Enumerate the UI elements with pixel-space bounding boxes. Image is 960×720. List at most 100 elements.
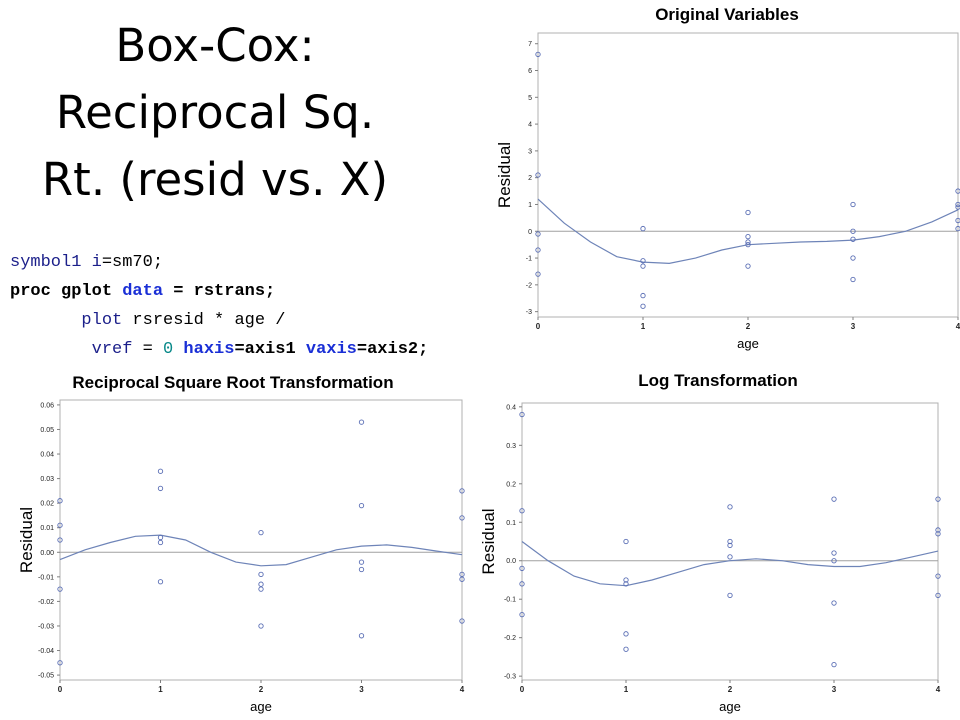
code-token: 0 bbox=[163, 340, 174, 359]
data-point bbox=[157, 539, 164, 546]
data-point bbox=[745, 233, 751, 240]
code-token: proc gplot bbox=[10, 282, 123, 301]
code-token: vref bbox=[10, 340, 143, 359]
x-tick-label: 4 bbox=[460, 685, 465, 694]
y-tick-label: 0.1 bbox=[506, 520, 516, 527]
y-tick-label: 0 bbox=[528, 229, 532, 236]
data-point bbox=[358, 559, 365, 565]
code-token: symbol1 bbox=[10, 253, 92, 272]
data-point bbox=[935, 527, 941, 533]
data-point bbox=[935, 592, 941, 599]
y-tick-label: 0.04 bbox=[40, 452, 54, 459]
x-tick-label: 3 bbox=[851, 322, 856, 331]
y-tick-label: 7 bbox=[528, 41, 532, 48]
smooth-curve bbox=[521, 541, 939, 587]
data-point bbox=[955, 201, 960, 208]
chart-svg: Original Variables -3 -2 -1 0 1 2 3 4 5 6 7 0 1 2 3 4 age… bbox=[495, 5, 960, 351]
y-tick-label: -2 bbox=[526, 282, 532, 289]
x-axis-label: age bbox=[737, 336, 759, 351]
data-point bbox=[57, 586, 63, 592]
data-point bbox=[831, 496, 837, 502]
code-token: data bbox=[122, 282, 164, 301]
data-point bbox=[935, 496, 941, 502]
data-point bbox=[358, 419, 365, 425]
data-point bbox=[459, 515, 465, 521]
data-point bbox=[640, 292, 646, 299]
data-point bbox=[850, 228, 856, 234]
y-tick-label: 0.3 bbox=[506, 443, 516, 450]
data-point bbox=[258, 529, 264, 536]
data-point bbox=[157, 468, 164, 474]
x-tick-label: 2 bbox=[259, 685, 264, 694]
sas-code-block: symbol1 i=sm70; proc gplot data = rstrans… bbox=[10, 248, 428, 364]
data-point bbox=[955, 225, 960, 232]
data-point bbox=[358, 633, 365, 639]
y-tick-label: 0.00 bbox=[40, 550, 54, 557]
data-point bbox=[831, 558, 837, 564]
code-token: =axis1 bbox=[234, 340, 306, 359]
y-tick-label: 1 bbox=[528, 202, 532, 209]
plot-frame bbox=[537, 32, 959, 318]
data-point bbox=[57, 660, 63, 666]
y-tick-label: -0.2 bbox=[504, 635, 516, 642]
x-tick-label: 1 bbox=[641, 322, 646, 331]
y-tick-label: 0.2 bbox=[506, 481, 516, 488]
data-point bbox=[727, 504, 733, 510]
data-point bbox=[935, 573, 941, 579]
x-tick-label: 0 bbox=[58, 685, 63, 694]
data-point bbox=[258, 581, 264, 587]
y-tick-label: -0.03 bbox=[38, 623, 54, 630]
x-tick-label: 4 bbox=[936, 685, 941, 694]
x-tick-label: 4 bbox=[956, 322, 960, 331]
data-point bbox=[640, 225, 646, 232]
code-line: symbol1 i=sm70; bbox=[10, 248, 428, 277]
data-point bbox=[157, 579, 164, 585]
y-tick-label: 0.06 bbox=[40, 402, 54, 409]
y-axis-label: Residual bbox=[479, 508, 498, 574]
plot-frame bbox=[521, 402, 939, 681]
data-point bbox=[519, 611, 525, 618]
data-point bbox=[535, 247, 541, 253]
data-point bbox=[850, 255, 856, 261]
data-point bbox=[358, 566, 365, 573]
x-tick-label: 3 bbox=[359, 685, 364, 694]
data-point bbox=[831, 661, 837, 668]
x-tick-label: 1 bbox=[158, 685, 163, 694]
data-point bbox=[640, 258, 646, 264]
code-token: =axis2; bbox=[356, 340, 429, 359]
data-point bbox=[57, 537, 63, 543]
y-tick-label: 2 bbox=[528, 175, 532, 182]
title-line-3: Rt. (resid vs. X) bbox=[41, 153, 389, 206]
data-point bbox=[535, 172, 541, 178]
data-point bbox=[535, 271, 541, 277]
data-point bbox=[745, 209, 751, 216]
code-token: i bbox=[91, 253, 102, 272]
y-tick-label: -0.04 bbox=[38, 648, 54, 655]
data-point bbox=[745, 239, 751, 245]
data-point bbox=[258, 623, 264, 629]
data-point bbox=[623, 581, 629, 587]
code-token: rsresid * age / bbox=[132, 311, 286, 330]
data-point bbox=[535, 51, 541, 58]
data-point bbox=[727, 592, 733, 599]
data-point bbox=[640, 263, 646, 269]
data-point bbox=[623, 538, 629, 545]
title-line-2: Reciprocal Sq. bbox=[55, 86, 375, 139]
y-tick-label: -0.1 bbox=[504, 597, 516, 604]
data-point bbox=[459, 576, 465, 582]
data-point bbox=[519, 581, 525, 587]
data-point bbox=[850, 276, 856, 283]
y-tick-label: 0.4 bbox=[506, 404, 516, 411]
data-point bbox=[535, 231, 541, 237]
code-line: vref = 0 haxis=axis1 vaxis=axis2; bbox=[10, 335, 429, 364]
data-point bbox=[57, 522, 63, 528]
y-tick-label: -0.01 bbox=[38, 574, 54, 581]
x-axis-label: age bbox=[719, 699, 741, 714]
y-axis-label: Residual bbox=[17, 507, 36, 573]
x-tick-label: 3 bbox=[832, 685, 837, 694]
data-point bbox=[745, 263, 751, 269]
x-tick-label: 0 bbox=[536, 322, 541, 331]
data-point bbox=[640, 303, 646, 309]
data-point bbox=[459, 571, 465, 578]
data-point bbox=[831, 550, 837, 556]
